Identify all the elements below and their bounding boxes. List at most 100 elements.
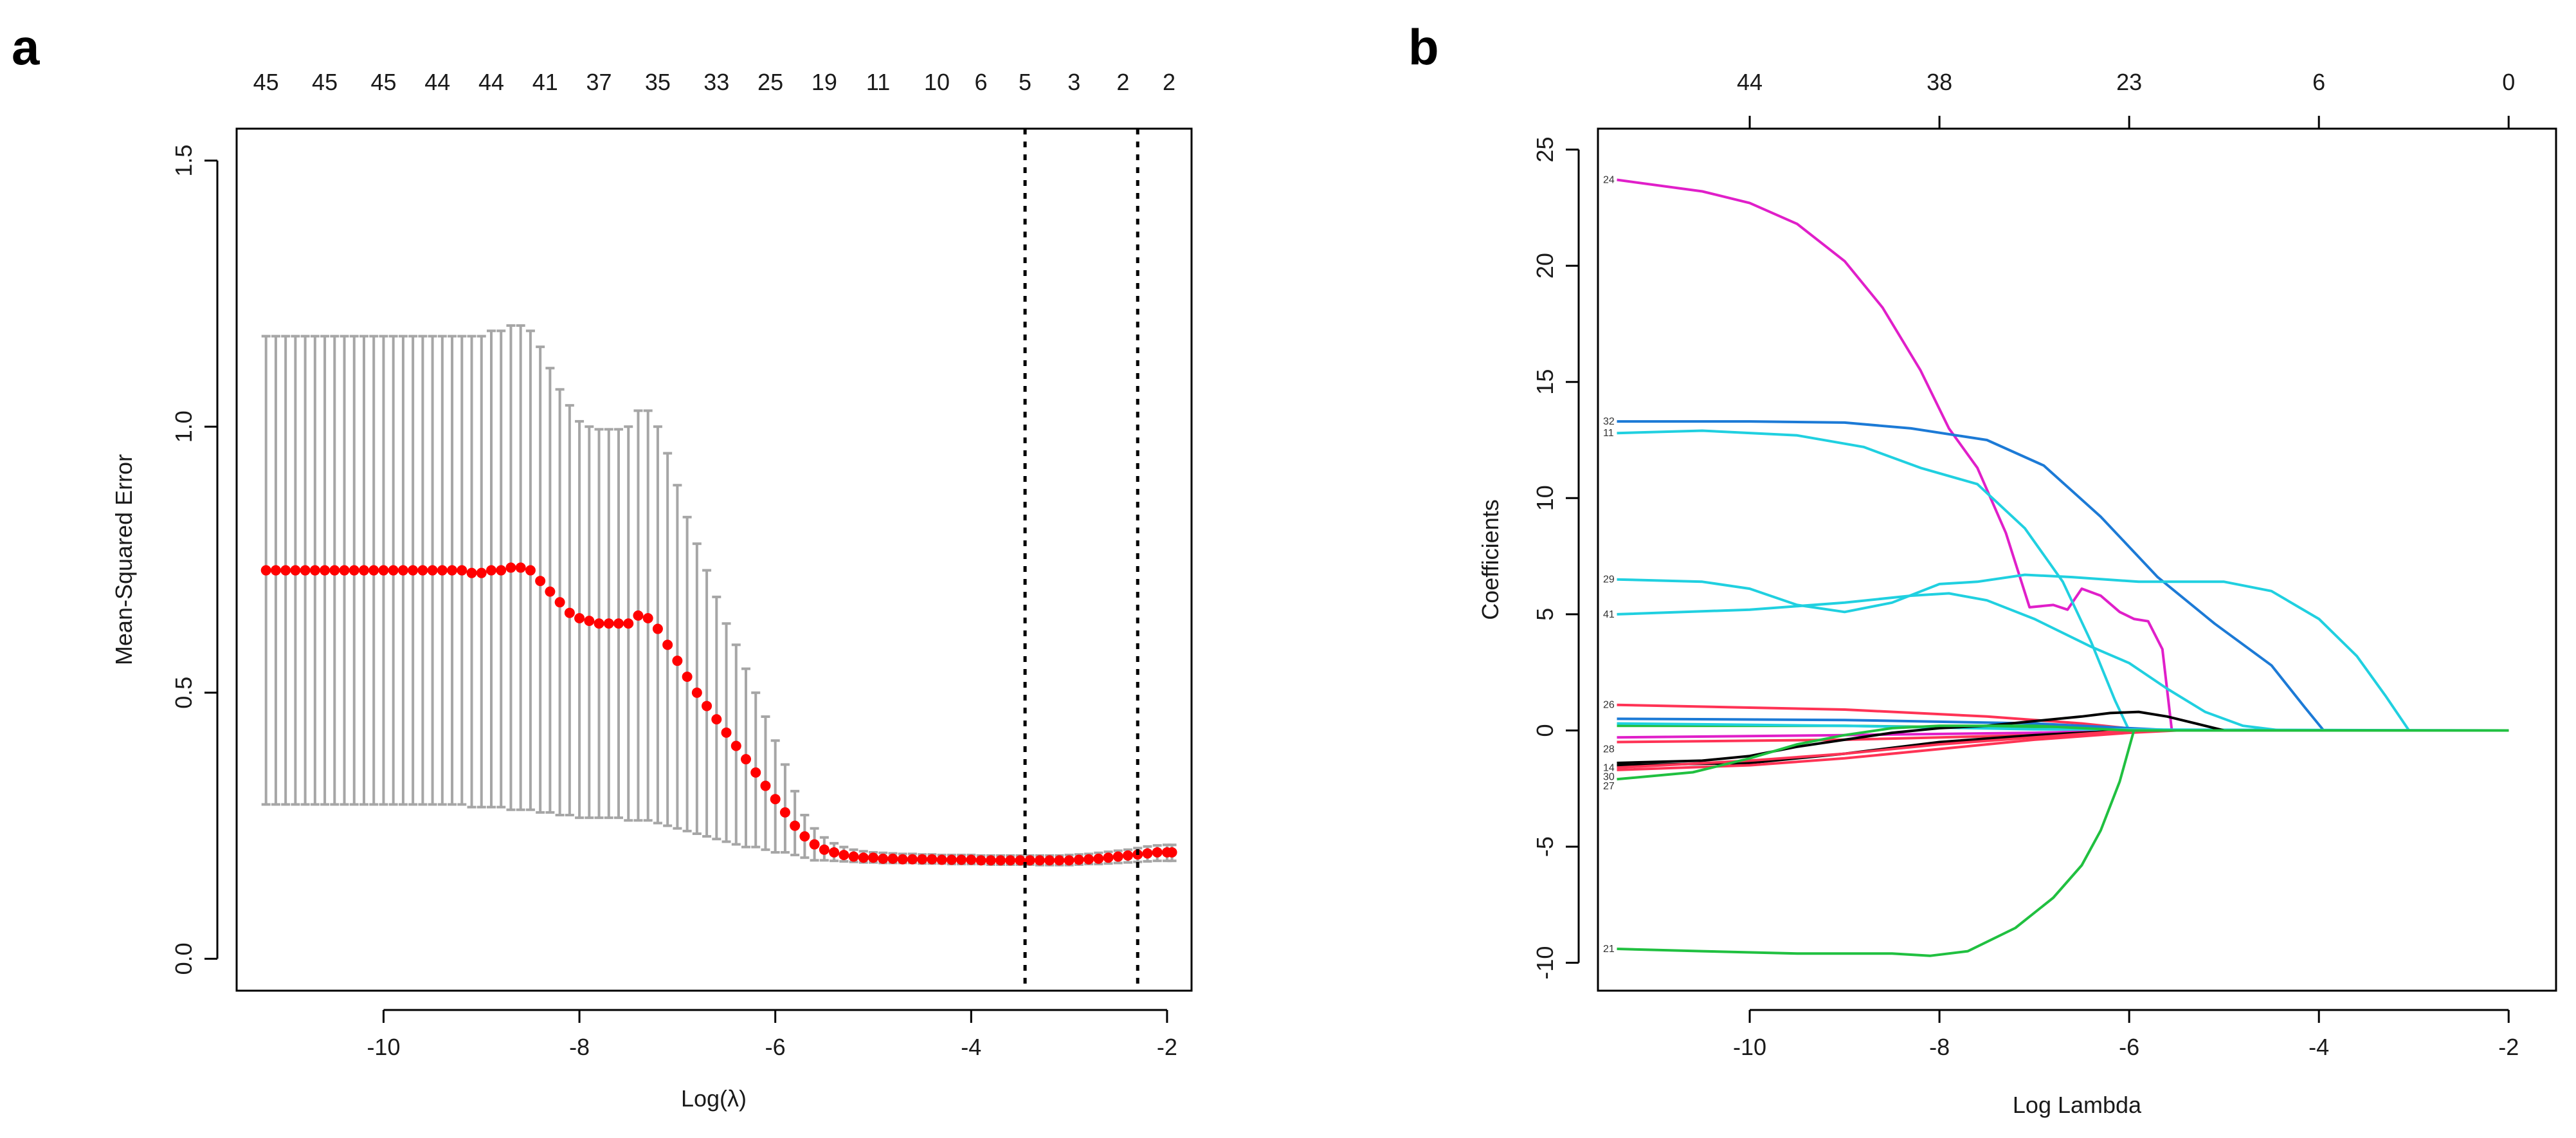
- panel-b-y-axis: -10 -5 0 5 10 15 20 25: [1532, 136, 1580, 980]
- panel-b-x-axis: -10 -8 -6 -4 -2: [1733, 1009, 2519, 1060]
- top-tick-label-2: 23: [2116, 69, 2142, 95]
- mse-point-56: [809, 839, 820, 850]
- mse-point-83: [1073, 854, 1084, 865]
- mse-point-68: [927, 854, 938, 865]
- mse-point-45: [702, 701, 712, 711]
- y-tick-label-4: 10: [1532, 485, 1558, 511]
- y-tick-label-1: 0.5: [170, 677, 197, 709]
- y-tick-label-2: 0: [1532, 724, 1558, 737]
- x-tick-label-3: -4: [2308, 1034, 2329, 1060]
- mse-point-87: [1112, 851, 1123, 862]
- top-label-11: 11: [866, 69, 890, 95]
- mse-point-75: [995, 855, 1006, 866]
- mse-point-46: [711, 714, 722, 725]
- top-label-1: 45: [312, 69, 338, 95]
- mse-point-53: [779, 807, 790, 818]
- mse-point-57: [819, 844, 830, 855]
- top-label-2: 45: [370, 69, 396, 95]
- mse-point-69: [936, 854, 947, 865]
- top-label-10: 19: [812, 69, 837, 95]
- mse-point-47: [721, 727, 732, 738]
- panel-a-label: a: [12, 19, 40, 75]
- line-label-4: 41: [1603, 609, 1615, 620]
- mse-point-3: [290, 565, 301, 576]
- top-label-13: 6: [975, 69, 988, 95]
- top-label-5: 41: [532, 69, 558, 95]
- coef-line-27: [1617, 724, 2509, 781]
- mse-point-73: [975, 855, 986, 866]
- mse-point-17: [427, 565, 438, 576]
- mse-point-16: [417, 565, 428, 576]
- mse-point-2: [280, 565, 291, 576]
- top-label-15: 3: [1067, 69, 1080, 95]
- line-label-3: 29: [1603, 574, 1615, 585]
- mse-point-64: [887, 853, 898, 864]
- top-label-7: 35: [645, 69, 671, 95]
- panel-b-label: b: [1408, 19, 1439, 75]
- mse-point-88: [1123, 850, 1133, 861]
- mse-point-52: [770, 794, 781, 805]
- mse-point-60: [848, 851, 859, 862]
- top-label-8: 33: [703, 69, 729, 95]
- mse-point-0: [260, 565, 271, 576]
- mse-point-77: [1015, 855, 1026, 866]
- panel-a-top-axis: 45 45 45 44 44 41 37 35 33 25 19 11 10 6 5 3 2 2: [253, 69, 1175, 95]
- y-tick-label-6: 20: [1532, 253, 1558, 279]
- mse-point-86: [1103, 852, 1114, 863]
- y-tick-label-1: -5: [1532, 836, 1558, 857]
- mse-point-4: [300, 565, 311, 576]
- mse-point-65: [897, 854, 908, 865]
- mse-point-38: [633, 610, 644, 621]
- x-tick-label-3: -4: [961, 1034, 981, 1060]
- mse-point-41: [662, 639, 673, 650]
- mse-point-32: [574, 612, 585, 623]
- panel-a-frame: [235, 127, 1193, 992]
- y-tick-label-3: 1.5: [170, 145, 197, 177]
- top-label-4: 44: [478, 69, 504, 95]
- coef-line-21: [1617, 729, 2509, 957]
- mse-point-6: [320, 565, 331, 576]
- mse-point-80: [1044, 855, 1055, 866]
- mse-point-66: [907, 854, 918, 865]
- y-tick-label-5: 15: [1532, 369, 1558, 395]
- mse-point-74: [985, 855, 996, 866]
- mse-point-12: [378, 565, 389, 576]
- y-tick-label-0: 0.0: [170, 942, 197, 975]
- top-tick-label-4: 0: [2502, 69, 2515, 95]
- x-tick-label-2: -6: [2119, 1034, 2139, 1060]
- line-label-7: 14: [1603, 762, 1615, 773]
- line-label-9: 27: [1603, 781, 1615, 792]
- line-label-2: 11: [1603, 428, 1614, 439]
- panel-a-y-title: Mean-Squared Error: [111, 454, 137, 665]
- top-label-6: 37: [586, 69, 612, 95]
- mse-point-23: [486, 565, 496, 576]
- mse-point-54: [790, 820, 801, 831]
- y-tick-label-3: 5: [1532, 608, 1558, 621]
- panel-b-x-title: Log Lambda: [2013, 1092, 2142, 1118]
- mse-point-78: [1024, 855, 1035, 866]
- mse-point-42: [672, 656, 683, 666]
- mse-point-39: [642, 612, 653, 623]
- x-tick-label-1: -8: [1929, 1034, 1950, 1060]
- x-tick-label-2: -6: [765, 1034, 786, 1060]
- y-tick-label-7: 25: [1532, 136, 1558, 162]
- mse-point-26: [515, 562, 526, 573]
- mse-point-5: [309, 565, 320, 576]
- mse-point-22: [476, 567, 487, 578]
- mse-point-67: [917, 854, 928, 865]
- mse-point-21: [466, 567, 477, 578]
- coef-line-11: [1617, 429, 2509, 732]
- coef-line-24: [1617, 178, 2173, 731]
- mse-point-31: [564, 607, 575, 618]
- top-label-14: 5: [1019, 69, 1031, 95]
- mse-point-18: [437, 565, 448, 576]
- mse-point-11: [368, 565, 379, 576]
- line-label-5: 26: [1603, 700, 1615, 711]
- mse-point-62: [868, 852, 878, 863]
- mse-point-15: [408, 565, 419, 576]
- panel-b-frame: [1597, 127, 2557, 992]
- line-label-6: 28: [1603, 744, 1615, 755]
- mse-point-30: [554, 597, 565, 608]
